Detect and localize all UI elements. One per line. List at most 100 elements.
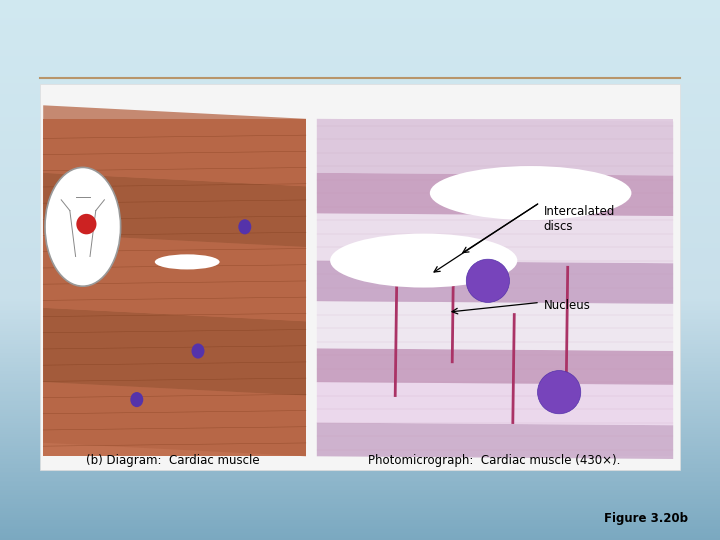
Bar: [0, 166, 720, 167]
Bar: [0, 93, 720, 96]
Bar: [0, 400, 720, 401]
Bar: [0, 497, 720, 498]
Bar: [0, 387, 720, 389]
Ellipse shape: [155, 254, 220, 269]
Bar: [0, 174, 720, 177]
Bar: [0, 390, 720, 393]
Bar: [0, 362, 720, 363]
Bar: [0, 508, 720, 509]
Bar: [0, 383, 720, 385]
Bar: [0, 108, 720, 110]
Bar: [0, 218, 720, 220]
Bar: [0, 59, 720, 61]
Bar: [0, 304, 720, 306]
Bar: [0, 407, 720, 409]
Polygon shape: [317, 119, 673, 176]
Bar: [0, 488, 720, 490]
Polygon shape: [317, 301, 673, 351]
Bar: [0, 204, 720, 205]
Bar: [0, 79, 720, 81]
Bar: [0, 333, 720, 335]
Polygon shape: [317, 213, 673, 263]
Bar: [0, 126, 720, 128]
Ellipse shape: [330, 233, 518, 287]
Bar: [0, 444, 720, 447]
Bar: [0, 232, 720, 234]
Bar: [0, 428, 720, 430]
Bar: [0, 457, 720, 459]
Ellipse shape: [538, 370, 581, 414]
Bar: [0, 479, 720, 481]
Bar: [0, 416, 720, 417]
Bar: [0, 425, 720, 427]
Bar: [0, 255, 720, 258]
Bar: [0, 351, 720, 353]
Bar: [0, 231, 720, 232]
Bar: [0, 139, 720, 140]
Bar: [0, 112, 720, 113]
Bar: [0, 420, 720, 421]
Text: Nucleus: Nucleus: [544, 299, 590, 312]
Bar: [0, 285, 720, 286]
Bar: [0, 38, 720, 39]
Bar: [0, 263, 720, 265]
Bar: [0, 331, 720, 333]
Bar: [0, 49, 720, 50]
Bar: [0, 367, 720, 369]
Bar: [0, 531, 720, 533]
Bar: [0, 436, 720, 437]
Bar: [0, 42, 720, 43]
Bar: [0, 9, 720, 11]
Bar: [0, 63, 720, 65]
Polygon shape: [317, 173, 673, 216]
Bar: [0, 538, 720, 540]
Bar: [0, 252, 720, 254]
Bar: [0, 137, 720, 139]
Bar: [0, 16, 720, 18]
Bar: [0, 324, 720, 326]
Bar: [0, 124, 720, 126]
Bar: [0, 313, 720, 315]
Bar: [0, 241, 720, 243]
Bar: [0, 265, 720, 266]
Bar: [0, 491, 720, 493]
Bar: [0, 0, 720, 2]
Bar: [0, 43, 720, 45]
Bar: [0, 410, 720, 412]
Bar: [0, 369, 720, 371]
Bar: [0, 153, 720, 155]
Bar: [0, 32, 720, 34]
Bar: [0, 441, 720, 443]
Bar: [0, 376, 720, 378]
FancyBboxPatch shape: [43, 119, 306, 456]
Bar: [0, 309, 720, 312]
Bar: [0, 261, 720, 263]
Bar: [0, 115, 720, 117]
Bar: [0, 439, 720, 441]
Bar: [0, 259, 720, 261]
Bar: [0, 459, 720, 461]
Bar: [0, 90, 720, 92]
Bar: [0, 502, 720, 504]
Bar: [0, 243, 720, 245]
Bar: [0, 110, 720, 112]
Bar: [0, 85, 720, 86]
Bar: [0, 335, 720, 336]
Bar: [0, 11, 720, 12]
Bar: [0, 177, 720, 178]
Bar: [0, 167, 720, 169]
Bar: [0, 382, 720, 383]
Bar: [0, 533, 720, 535]
Bar: [0, 405, 720, 407]
Bar: [0, 524, 720, 525]
Bar: [0, 317, 720, 319]
Bar: [0, 396, 720, 398]
Bar: [0, 427, 720, 428]
Bar: [0, 315, 720, 317]
Bar: [0, 123, 720, 124]
Bar: [0, 266, 720, 268]
Bar: [0, 151, 720, 153]
Bar: [0, 513, 720, 515]
Bar: [0, 7, 720, 9]
Ellipse shape: [192, 343, 204, 359]
